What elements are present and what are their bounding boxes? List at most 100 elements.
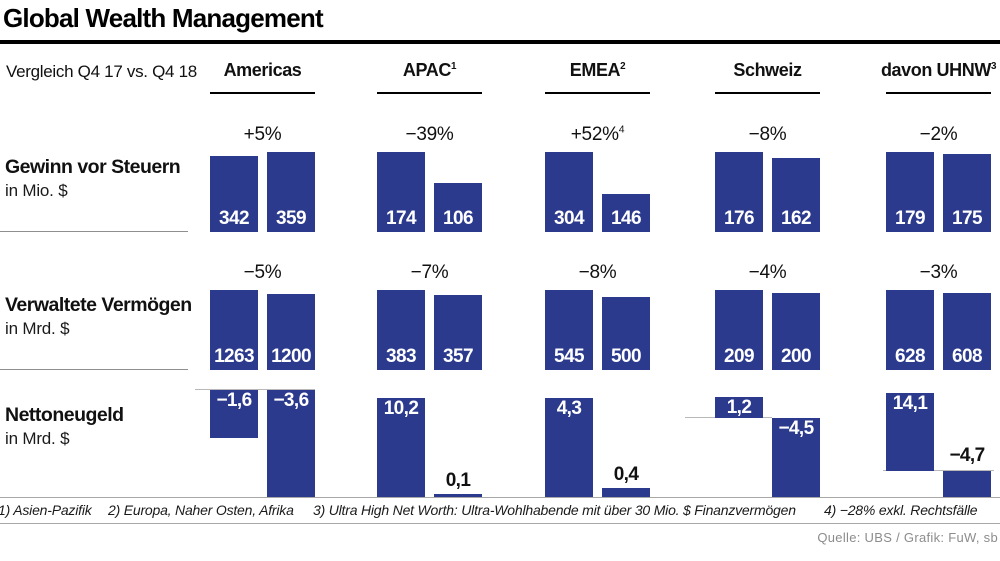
chart-cell-verwaltete-verm-gen-americas: 1263 1200 [210,290,315,370]
bar-value-label: −4,5 [778,418,814,439]
bar-q4-17: 545 [545,290,593,370]
bar-q4-17: 304 [545,152,593,232]
chart-title: Global Wealth Management [3,3,324,33]
change-label-apac: −7% [410,262,449,283]
column-underline-apac [377,92,482,94]
column-header-americas: Americas [223,60,302,80]
footnote-band-bottom-rule [0,523,1000,524]
bar-q4-18: 1200 [267,294,315,370]
bar-value-label: 304 [554,208,585,229]
chart-cell-gewinn-vor-steuern-emea: 304 146 [545,152,650,232]
column-header-schweiz: Schweiz [733,60,802,80]
bar-value-label: 545 [554,346,585,367]
change-label-apac: −39% [405,124,454,145]
bar-value-label: 342 [219,208,250,229]
change-label-davon-uhnw: −2% [919,124,958,145]
top-rule [0,40,1000,44]
chart-cell-gewinn-vor-steuern-apac: 174 106 [377,152,482,232]
metric-label-nettoneugeld: Nettoneugeld in Mrd. $ [5,404,205,452]
bar-q4-18 [602,488,650,497]
footnote-band-top-rule [0,497,1000,498]
chart-cell-gewinn-vor-steuern-davon-uhnw: 179 175 [886,152,991,232]
chart-cell-verwaltete-verm-gen-apac: 383 357 [377,290,482,370]
bar-value-label: 1,2 [726,397,752,418]
bar-value-label: 106 [443,208,474,229]
column-underline-americas [210,92,315,94]
bar-value-label: 1200 [271,346,311,367]
bar-value-label: −1,6 [216,390,252,411]
footnote-marker: 3 [990,61,997,72]
footnote-3: 3) Ultra High Net Worth: Ultra-Wohlhaben… [313,502,796,518]
bar-q4-17: 1,2 [715,397,763,418]
bar-q4-17: 4,3 [545,398,593,497]
comparison-subtitle: Vergleich Q4 17 vs. Q4 18 [6,62,197,81]
bar-value-label: 383 [386,346,417,367]
bar-value-label: 1263 [214,346,254,367]
bar-value-label: 200 [781,346,812,367]
bar-value-label: 174 [386,208,417,229]
bar-q4-18: 162 [772,158,820,232]
column-underline-emea [545,92,650,94]
bar-value-label: 359 [276,208,307,229]
bar-q4-18: −4,5 [772,418,820,497]
change-label-davon-uhnw: −3% [919,262,958,283]
metric-unit: in Mrd. $ [5,429,70,448]
bar-q4-18: 146 [602,194,650,232]
footnote-marker: 1 [450,61,457,72]
bar-q4-17: 1263 [210,290,258,370]
bar-q4-18 [943,471,991,497]
row-baseline-rule [0,369,188,370]
column-header-apac: APAC1 [402,60,457,80]
bar-value-label: 179 [895,208,926,229]
bar-q4-17: 176 [715,152,763,232]
footnote-2: 2) Europa, Naher Osten, Afrika [108,502,294,518]
bar-q4-18: 500 [602,297,650,370]
zero-baseline [195,389,315,390]
change-label-americas: −5% [243,262,282,283]
bar-value-label: −3,6 [273,390,309,411]
bar-q4-17: 209 [715,290,763,370]
bar-q4-18: 175 [943,154,991,232]
column-underline-davon-uhnw [886,92,991,94]
footnote-marker: 4 [618,124,625,136]
bar-q4-17: −1,6 [210,390,258,438]
bar-q4-18: 359 [267,152,315,232]
bar-value-label: 608 [952,346,983,367]
bar-q4-18: 357 [434,295,482,370]
chart-cell-nettoneugeld-davon-uhnw: 14,1 −4,7 [883,382,994,497]
metric-label-gewinn-vor-steuern: Gewinn vor Steuern in Mio. $ [5,156,205,204]
bar-q4-18: 200 [772,293,820,370]
change-label-emea: −8% [578,262,617,283]
footnote-marker: 2 [620,61,626,72]
bar-q4-18: 608 [943,293,991,370]
bar-value-label: 146 [611,208,642,229]
footnote-4: 4) −28% exkl. Rechtsfälle [824,502,978,518]
bar-q4-17: 179 [886,152,934,232]
chart-cell-nettoneugeld-emea: 4,3 0,4 [545,382,650,497]
bar-value-label: 162 [781,208,812,229]
change-label-americas: +5% [243,124,282,145]
bar-value-label: 628 [895,346,926,367]
bar-q4-17: 383 [377,290,425,370]
bar-q4-17: 174 [377,152,425,232]
source-credit: Quelle: UBS / Grafik: FuW, sb [817,530,998,545]
chart-cell-gewinn-vor-steuern-schweiz: 176 162 [715,152,820,232]
bar-value-label: 0,4 [613,464,639,485]
bar-value-label: 357 [443,346,474,367]
change-label-schweiz: −4% [748,262,787,283]
bar-value-label: 176 [724,208,755,229]
column-underline-schweiz [715,92,820,94]
metric-unit: in Mio. $ [5,181,68,200]
bar-q4-18 [434,494,482,497]
chart-cell-nettoneugeld-americas: −1,6 −3,6 [195,382,315,497]
column-header-emea: EMEA2 [569,60,626,80]
chart-cell-verwaltete-verm-gen-davon-uhnw: 628 608 [886,290,991,370]
bar-value-label: −4,7 [949,445,985,466]
bar-value-label: 10,2 [383,398,419,419]
bar-value-label: 209 [724,346,755,367]
change-label-emea: +52%4 [570,124,625,145]
bar-q4-18: −3,6 [267,390,315,497]
metric-unit: in Mrd. $ [5,319,70,338]
bar-value-label: 4,3 [556,398,582,419]
bar-value-label: 14,1 [892,393,928,414]
